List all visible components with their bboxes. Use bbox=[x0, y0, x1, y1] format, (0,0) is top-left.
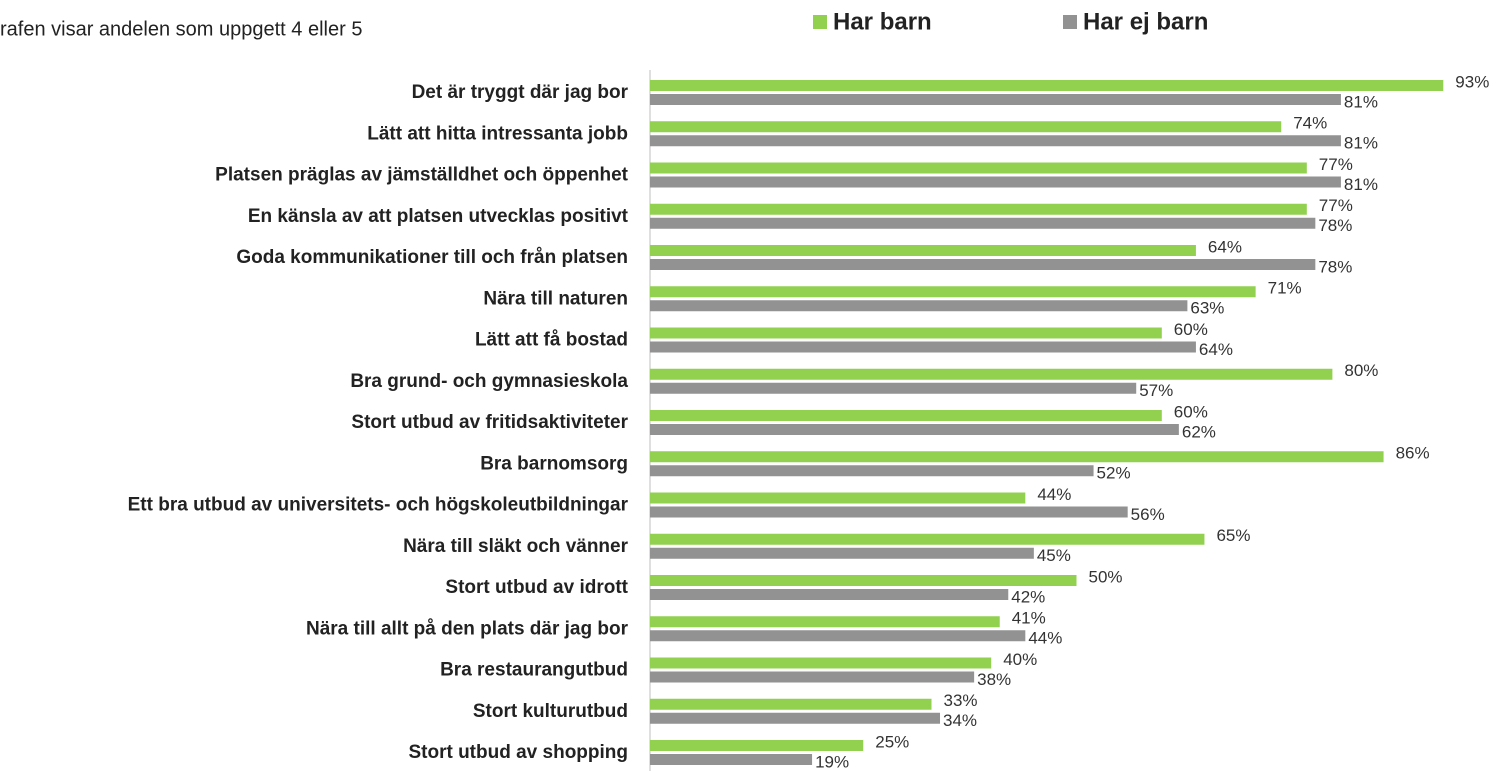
value-label: 60% bbox=[1174, 402, 1208, 421]
bar bbox=[650, 492, 1026, 504]
category-label: Lätt att hitta intressanta jobb bbox=[367, 123, 628, 144]
legend-label: Har barn bbox=[833, 8, 932, 35]
bar bbox=[650, 94, 1341, 105]
legend-swatch bbox=[1063, 15, 1077, 29]
category-label: Stort kulturutbud bbox=[473, 701, 628, 722]
category-label: Lätt att få bostad bbox=[475, 330, 628, 351]
bar bbox=[650, 575, 1077, 586]
value-label: 65% bbox=[1216, 526, 1250, 545]
bar bbox=[650, 368, 1333, 380]
bar bbox=[650, 465, 1094, 477]
value-label: 57% bbox=[1139, 381, 1173, 400]
category-label: Nära till allt på den plats där jag bor bbox=[306, 618, 629, 639]
value-label: 44% bbox=[1037, 485, 1071, 504]
bar bbox=[650, 259, 1316, 270]
bar bbox=[650, 245, 1196, 256]
value-label: 77% bbox=[1319, 155, 1353, 174]
value-label: 64% bbox=[1208, 237, 1242, 256]
bar bbox=[650, 740, 864, 751]
value-label: 45% bbox=[1037, 546, 1071, 565]
value-label: 77% bbox=[1319, 196, 1353, 215]
category-label: Bra barnomsorg bbox=[480, 453, 628, 474]
bar bbox=[650, 341, 1196, 353]
value-label: 34% bbox=[943, 711, 977, 730]
bar bbox=[650, 589, 1009, 600]
value-label: 80% bbox=[1344, 361, 1378, 380]
bar bbox=[650, 300, 1188, 312]
bar bbox=[650, 382, 1137, 394]
value-label: 25% bbox=[875, 732, 909, 751]
value-label: 38% bbox=[977, 670, 1011, 689]
chart-subtitle: rafen visar andelen som uppgett 4 eller … bbox=[0, 18, 362, 40]
category-label: Goda kommunikationer till och från plats… bbox=[236, 247, 628, 268]
value-label: 81% bbox=[1344, 92, 1378, 111]
category-label: Platsen präglas av jämställdhet och öppe… bbox=[215, 165, 629, 186]
value-label: 78% bbox=[1318, 216, 1352, 235]
bar bbox=[650, 616, 1000, 628]
bar bbox=[650, 410, 1162, 421]
value-label: 41% bbox=[1012, 609, 1046, 628]
bar bbox=[650, 80, 1444, 91]
bar bbox=[650, 135, 1341, 147]
bar bbox=[650, 533, 1205, 545]
value-label: 33% bbox=[943, 691, 977, 710]
value-label: 78% bbox=[1318, 257, 1352, 276]
category-label: Nära till naturen bbox=[483, 288, 628, 309]
category-label: Ett bra utbud av universitets- och högsk… bbox=[128, 495, 629, 516]
bar bbox=[650, 506, 1128, 518]
bar bbox=[650, 657, 992, 669]
category-label: Bra restaurangutbud bbox=[440, 660, 628, 681]
category-label: Stort utbud av shopping bbox=[408, 742, 628, 763]
value-label: 19% bbox=[815, 752, 849, 771]
bar bbox=[650, 424, 1179, 435]
category-label: Nära till släkt och vänner bbox=[403, 536, 629, 557]
bar bbox=[650, 451, 1384, 463]
bar bbox=[650, 176, 1341, 188]
bar bbox=[650, 754, 813, 765]
value-label: 52% bbox=[1097, 464, 1131, 483]
category-label: Stort utbud av idrott bbox=[445, 577, 628, 598]
value-label: 50% bbox=[1089, 567, 1123, 586]
value-label: 81% bbox=[1344, 134, 1378, 153]
value-label: 74% bbox=[1293, 114, 1327, 133]
value-label: 62% bbox=[1182, 422, 1216, 441]
bar bbox=[650, 217, 1316, 229]
value-label: 63% bbox=[1190, 299, 1224, 318]
value-label: 64% bbox=[1199, 340, 1233, 359]
category-label: Det är tryggt där jag bor bbox=[412, 82, 629, 103]
bar bbox=[650, 203, 1307, 215]
bar bbox=[650, 547, 1034, 559]
bar bbox=[650, 327, 1162, 339]
bar bbox=[650, 671, 975, 683]
legend-label: Har ej barn bbox=[1083, 8, 1208, 35]
value-label: 86% bbox=[1396, 444, 1430, 463]
bar bbox=[650, 121, 1282, 133]
bar bbox=[650, 712, 941, 724]
value-label: 40% bbox=[1003, 650, 1037, 669]
bar bbox=[650, 286, 1256, 298]
bar bbox=[650, 630, 1026, 642]
value-label: 44% bbox=[1028, 629, 1062, 648]
value-label: 93% bbox=[1455, 72, 1489, 91]
category-label: Stort utbud av fritidsaktiviteter bbox=[351, 412, 628, 433]
value-label: 56% bbox=[1131, 505, 1165, 524]
value-label: 42% bbox=[1011, 587, 1045, 606]
bar bbox=[650, 162, 1307, 174]
legend-swatch bbox=[813, 15, 827, 29]
value-label: 60% bbox=[1174, 320, 1208, 339]
bar bbox=[650, 698, 932, 710]
category-label: En känsla av att platsen utvecklas posit… bbox=[248, 206, 629, 227]
category-label: Bra grund- och gymnasieskola bbox=[350, 371, 628, 392]
value-label: 81% bbox=[1344, 175, 1378, 194]
value-label: 71% bbox=[1268, 279, 1302, 298]
